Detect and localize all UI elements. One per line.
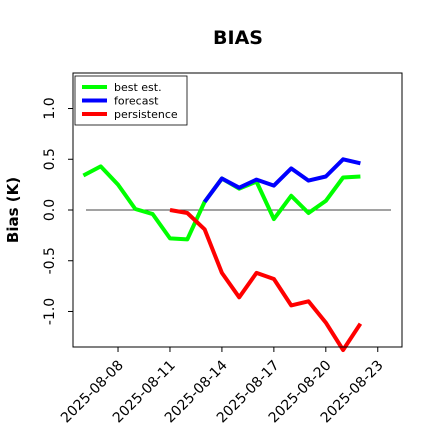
series-layer [82,157,363,352]
legend-label: forecast [114,95,159,108]
y-tick-label: 0.0 [42,199,58,221]
x-axis: 2025-08-082025-08-112025-08-142025-08-17… [58,347,387,426]
y-tick-label: -1.0 [42,298,58,325]
plot-area [72,72,403,352]
legend-label: persistence [114,108,178,121]
y-tick-label: 1.0 [42,97,58,119]
y-axis-label: Bias (K) [4,177,22,243]
chart-title: BIAS [213,27,263,49]
y-tick-label: -0.5 [42,247,58,274]
series-line-persistence [169,208,363,352]
series-line-forecast [202,157,361,204]
legend-label: best est. [114,81,162,94]
y-tick-label: 0.5 [42,148,58,170]
y-axis: -1.0 -0.5 0.0 0.5 1.0 [42,97,73,325]
